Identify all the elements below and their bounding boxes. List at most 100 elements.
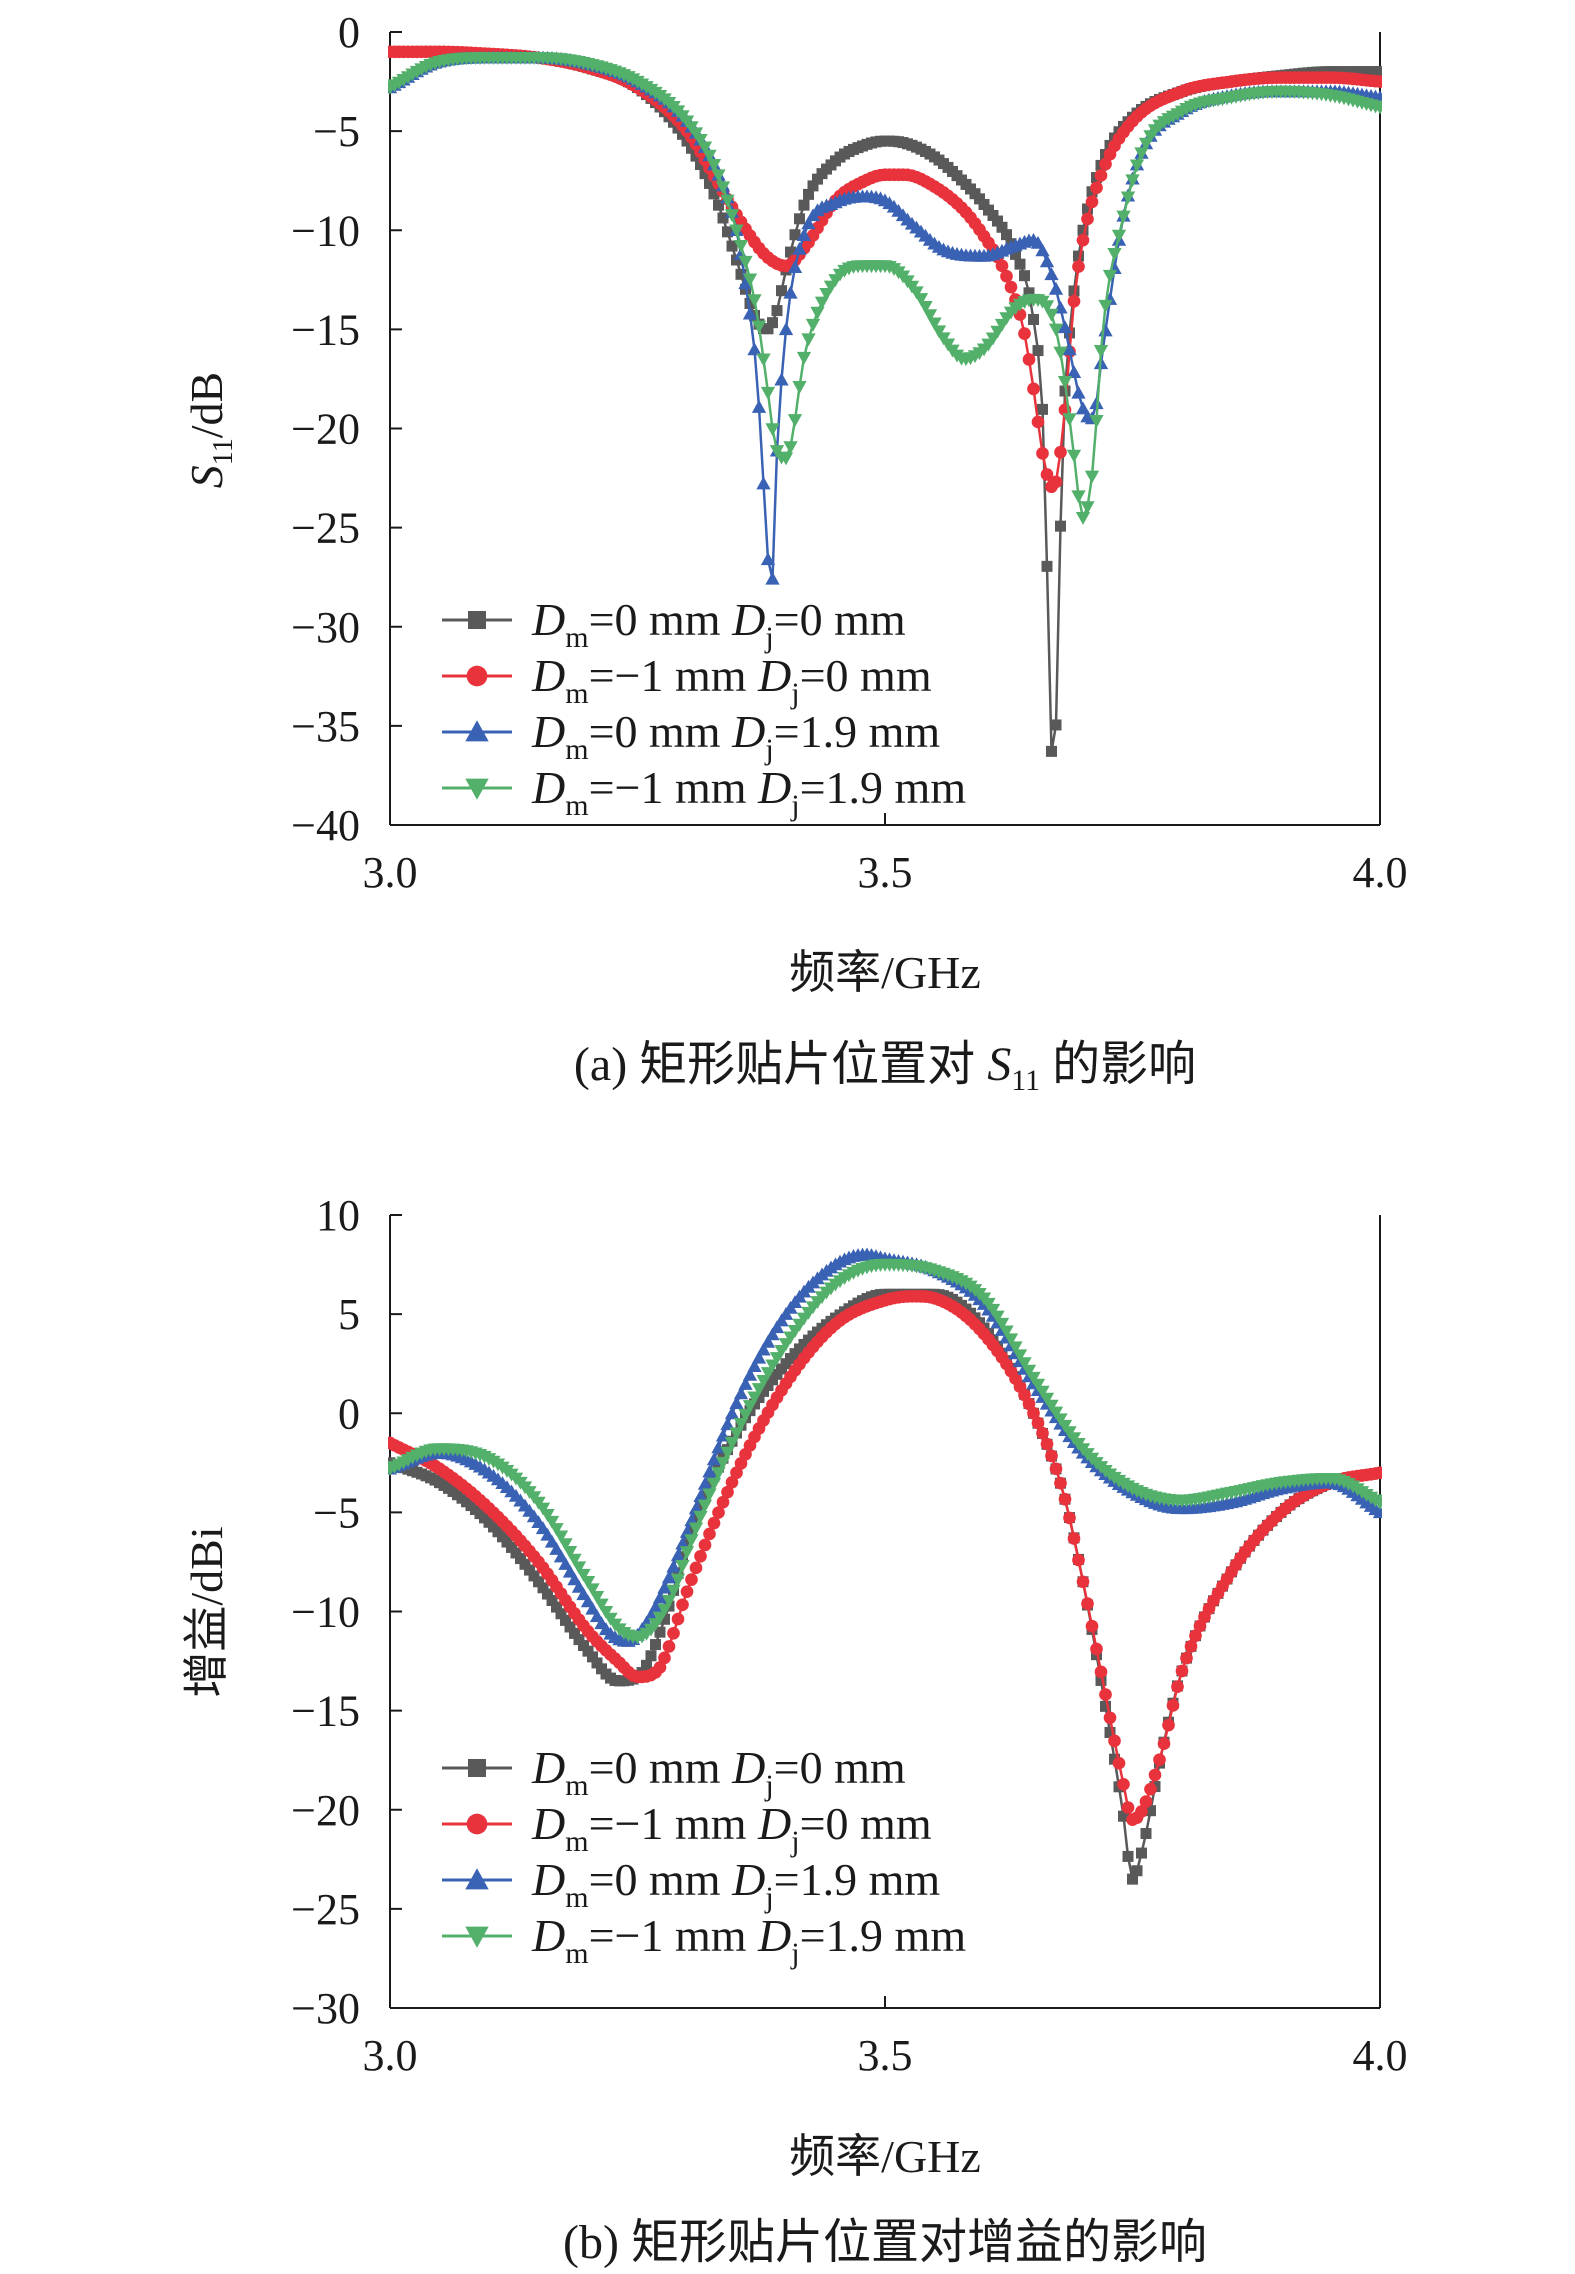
- b-ytick-label: −25: [291, 1885, 360, 1934]
- a-series-3-point: [720, 194, 735, 208]
- b-series-0-point: [672, 1567, 684, 1579]
- a-series-2-point: [783, 285, 798, 299]
- b-series-0-point: [533, 1576, 544, 1588]
- a-series-2-point: [801, 216, 816, 230]
- b-series-1-point: [703, 1527, 716, 1541]
- b-series-2-point: [652, 1590, 668, 1604]
- b-series-1-point: [1076, 1575, 1090, 1589]
- a-ytick-label: −25: [291, 504, 360, 553]
- b-series-1-point: [1162, 1718, 1175, 1732]
- b-series-0-point: [690, 1512, 702, 1524]
- b-series-0-point: [546, 1595, 558, 1607]
- b-series-1-point: [685, 1573, 698, 1586]
- a-ytick-label: −40: [291, 801, 360, 850]
- b-series-1-point: [1040, 1437, 1054, 1451]
- b-series-0-point: [699, 1490, 711, 1502]
- b-series-0-point: [555, 1608, 567, 1620]
- b-series-0-point: [537, 1582, 549, 1594]
- a-series-3-point: [1125, 174, 1140, 188]
- b-series-0-point: [1122, 1850, 1134, 1862]
- b-series-0-point: [713, 1461, 724, 1473]
- a-legend-label-2: Dm=0 mm Dj=1.9 mm: [531, 706, 940, 766]
- b-series-3-point: [1372, 1496, 1382, 1510]
- a-series-0-point: [1374, 66, 1382, 78]
- a-series-1-point: [995, 259, 1009, 273]
- b-series-2-point: [760, 1334, 776, 1348]
- a-series-0-point: [1019, 270, 1030, 282]
- a-series-2-point: [747, 342, 762, 356]
- b-legend-swatch-marker: [465, 1868, 489, 1890]
- a-legend-item-1: Dm=−1 mm Dj=0 mm: [442, 650, 932, 710]
- a-series-2-point: [1044, 267, 1059, 281]
- a-series-1-point: [1022, 353, 1036, 366]
- a-series-3-point: [1048, 323, 1064, 337]
- b-legend-item-1: Dm=−1 mm Dj=0 mm: [442, 1798, 932, 1858]
- b-series-0: [388, 1288, 1382, 1885]
- b-series-1-point: [1184, 1640, 1198, 1653]
- chart-b-x-label: 频率/GHz: [789, 2131, 981, 2182]
- a-legend-label-1: Dm=−1 mm Dj=0 mm: [531, 650, 932, 710]
- b-series-3-markers: [388, 1258, 1382, 1645]
- b-series-2-point: [702, 1464, 717, 1478]
- b-series-0-point: [560, 1614, 571, 1626]
- a-series-0-point: [1032, 345, 1044, 357]
- a-series-2-point: [1098, 323, 1113, 337]
- b-series-0-point: [578, 1640, 589, 1652]
- a-series-3-line: [389, 56, 1381, 522]
- a-series-1-point: [1031, 415, 1045, 429]
- a-series-1-point: [1027, 382, 1040, 396]
- b-ytick-label: 10: [316, 1191, 360, 1240]
- chart-a: 0 −5 −10 −15 −20 −25 −30 −35 −403.0 3.5 4.0 频率/GHz…: [181, 8, 1408, 998]
- b-series-1-point: [1067, 1532, 1081, 1545]
- b-series-1-point: [680, 1585, 694, 1599]
- b-series-3-point: [693, 1510, 708, 1524]
- b-series-3-point: [567, 1553, 582, 1567]
- a-series-2-point: [742, 306, 758, 320]
- b-series-1-point: [1022, 1397, 1036, 1411]
- b-series-3-point: [1030, 1378, 1046, 1392]
- a-xtick-label: 4.0: [1353, 848, 1408, 897]
- b-series-3-point: [985, 1303, 1001, 1317]
- a-series-0-point: [1023, 287, 1035, 299]
- a-series-0-point: [767, 317, 778, 329]
- a-series-3-point: [1053, 346, 1068, 360]
- a-ytick-label: −30: [291, 603, 360, 652]
- chart-b-series-group: [388, 1247, 1382, 1885]
- a-ytick-label: −35: [291, 702, 360, 751]
- a-legend-swatch-marker: [465, 778, 489, 800]
- b-series-3-point: [589, 1590, 605, 1604]
- a-series-2-point: [787, 260, 803, 273]
- a-series-2-point: [1066, 365, 1082, 378]
- b-series-0-point: [591, 1657, 603, 1669]
- b-series-3-point: [697, 1499, 713, 1513]
- b-series-2-point: [751, 1350, 767, 1364]
- a-series-3-point: [792, 381, 807, 394]
- b-ytick-label: −10: [291, 1588, 360, 1637]
- b-series-0-point: [686, 1524, 697, 1536]
- a-series-0-point: [744, 297, 756, 309]
- b-series-1-point: [1036, 1426, 1049, 1440]
- a-series-3-point: [1129, 159, 1145, 173]
- a-series-3-point: [756, 353, 771, 367]
- a-series-0-point: [1068, 285, 1080, 297]
- b-series-3-point: [679, 1546, 695, 1560]
- a-series-3-point: [1134, 147, 1149, 161]
- b-series-0-point: [753, 1392, 765, 1404]
- a-series-3-point: [1111, 229, 1127, 243]
- a-series-2-point: [796, 228, 812, 241]
- a-series-0-point: [1082, 203, 1093, 215]
- a-series-3-point: [738, 255, 753, 269]
- b-legend-item-2: Dm=0 mm Dj=1.9 mm: [442, 1854, 940, 1914]
- b-series-2-point: [693, 1489, 708, 1503]
- a-series-3-point: [747, 294, 762, 308]
- a-series-3-point: [769, 445, 785, 458]
- a-series-0-point: [987, 209, 999, 221]
- a-series-1-point: [1000, 269, 1013, 283]
- chart-a-y-label: S11/dB: [181, 372, 239, 488]
- a-series-1-point: [1099, 157, 1112, 171]
- a-series-0-point: [771, 305, 783, 317]
- b-series-2-point: [720, 1417, 735, 1431]
- a-series-1-point: [1094, 169, 1108, 182]
- b-series-1-point: [676, 1598, 689, 1612]
